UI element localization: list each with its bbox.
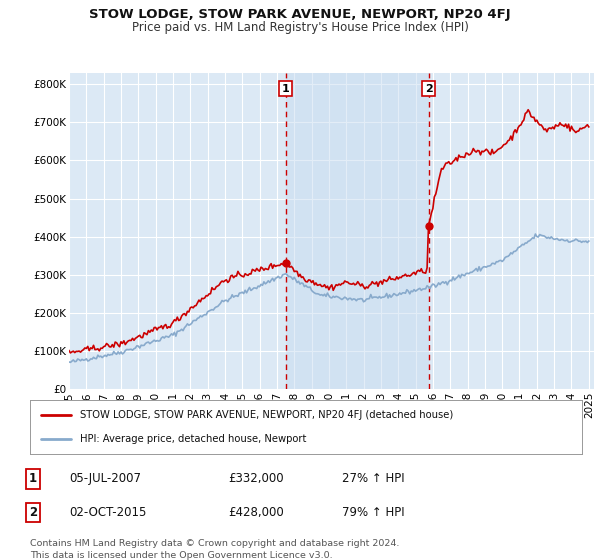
Text: Price paid vs. HM Land Registry's House Price Index (HPI): Price paid vs. HM Land Registry's House … (131, 21, 469, 34)
Text: £428,000: £428,000 (228, 506, 284, 519)
Text: 2: 2 (29, 506, 37, 519)
Text: Contains HM Land Registry data © Crown copyright and database right 2024.
This d: Contains HM Land Registry data © Crown c… (30, 539, 400, 559)
Bar (286, 73, 428, 389)
Text: STOW LODGE, STOW PARK AVENUE, NEWPORT, NP20 4FJ: STOW LODGE, STOW PARK AVENUE, NEWPORT, N… (89, 8, 511, 21)
Text: 05-JUL-2007: 05-JUL-2007 (69, 472, 141, 486)
Text: 79% ↑ HPI: 79% ↑ HPI (342, 506, 404, 519)
Text: 2: 2 (425, 84, 433, 94)
Text: 1: 1 (29, 472, 37, 486)
Text: 1: 1 (282, 84, 289, 94)
Text: 27% ↑ HPI: 27% ↑ HPI (342, 472, 404, 486)
Text: £332,000: £332,000 (228, 472, 284, 486)
Text: 02-OCT-2015: 02-OCT-2015 (69, 506, 146, 519)
Text: STOW LODGE, STOW PARK AVENUE, NEWPORT, NP20 4FJ (detached house): STOW LODGE, STOW PARK AVENUE, NEWPORT, N… (80, 410, 453, 420)
Text: HPI: Average price, detached house, Newport: HPI: Average price, detached house, Newp… (80, 434, 306, 444)
